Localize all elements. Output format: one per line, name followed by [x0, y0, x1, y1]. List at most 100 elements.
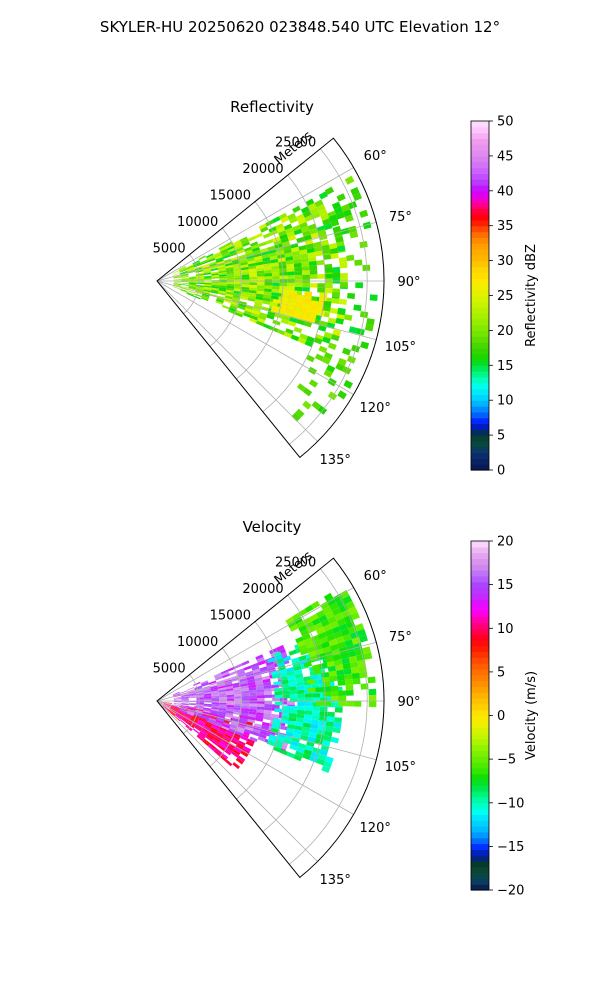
velocity-cell: [291, 612, 301, 621]
velocity-cell: [319, 715, 327, 722]
velocity-cell: [179, 706, 187, 709]
velocity-cell: [207, 733, 215, 739]
reflectivity-cell: [280, 237, 289, 244]
reflectivity-cell: [305, 243, 315, 250]
reflectivity-cell: [196, 281, 205, 283]
velocity-cell: [176, 711, 184, 716]
reflectivity-cell: [238, 301, 247, 306]
velocity-cell: [289, 698, 298, 702]
velocity-cell: [199, 731, 207, 738]
reflectivity-cell: [264, 273, 273, 277]
velocity-cell: [263, 713, 272, 717]
reflectivity-cell: [200, 297, 209, 302]
colorbar-swatch: [471, 411, 489, 419]
reflectivity-cell: [276, 250, 285, 256]
reflectivity-cell: [238, 303, 247, 308]
reflectivity-cell: [241, 239, 249, 245]
velocity-cell: [336, 598, 346, 608]
reflectivity-cell: [211, 286, 219, 289]
colorbar-tick-label: 15: [497, 359, 514, 374]
reflectivity-cell: [203, 285, 212, 288]
colorbar-swatch: [471, 546, 489, 554]
reflectivity-cell: [287, 271, 295, 276]
velocity-cell: [332, 727, 341, 734]
velocity-cell: [303, 714, 312, 720]
velocity-cell: [180, 705, 189, 708]
velocity-cell: [341, 609, 351, 618]
velocity-cell: [210, 687, 218, 691]
velocity-cell: [173, 704, 181, 707]
velocity-cell: [201, 716, 209, 721]
velocity-cell: [226, 706, 235, 710]
velocity-cell: [326, 597, 336, 607]
velocity-cell: [256, 657, 265, 663]
velocity-cell: [202, 687, 211, 691]
reflectivity-cell: [196, 279, 205, 281]
reflectivity-cell: [325, 273, 333, 279]
reflectivity-cell: [285, 328, 294, 335]
velocity-cell: [263, 688, 272, 692]
reflectivity-cell: [210, 290, 219, 294]
velocity-cell: [241, 698, 250, 701]
velocity-cell: [246, 738, 255, 745]
velocity-cell: [249, 703, 257, 707]
reflectivity-cell: [332, 266, 341, 273]
velocity-cell: [191, 715, 199, 720]
velocity-cell: [201, 683, 210, 687]
colorbar-swatch: [471, 208, 489, 215]
velocity-cell: [331, 626, 341, 634]
colorbar-swatch: [471, 767, 489, 775]
reflectivity-cell: [275, 223, 284, 230]
velocity-cell: [247, 719, 256, 724]
colorbar-swatch: [471, 686, 489, 693]
velocity-cell: [292, 733, 302, 739]
velocity-cell: [204, 697, 212, 700]
colorbar-swatch: [471, 417, 489, 425]
colorbar-swatch: [471, 791, 489, 798]
reflectivity-cell: [319, 233, 328, 241]
reflectivity-cell: [258, 223, 267, 230]
reflectivity-cell: [255, 320, 265, 327]
reflectivity-cell: [218, 272, 227, 275]
velocity-cell: [221, 671, 230, 677]
velocity-cell: [322, 740, 331, 747]
velocity-cell: [322, 606, 332, 615]
velocity-cell: [210, 708, 219, 712]
velocity-cell: [274, 708, 282, 713]
velocity-cell: [304, 702, 313, 707]
reflectivity-cell: [310, 304, 319, 311]
velocity-cell: [316, 758, 325, 766]
velocity-cell: [325, 725, 334, 732]
reflectivity-cell: [344, 314, 353, 321]
reflectivity-cell: [323, 300, 332, 307]
velocity-cell: [274, 694, 283, 699]
velocity-cell: [332, 607, 342, 616]
velocity-cell: [240, 685, 249, 690]
reflectivity-cell: [245, 252, 254, 257]
velocity-cell: [245, 670, 254, 676]
velocity-cell: [216, 679, 225, 684]
velocity-cell: [209, 682, 217, 686]
reflectivity-cell: [263, 291, 272, 296]
reflectivity-cell: [280, 216, 289, 224]
velocity-cell: [310, 674, 319, 681]
reflectivity-cell: [278, 212, 288, 220]
reflectivity-cell: [233, 239, 241, 246]
velocity-cell: [342, 662, 351, 670]
velocity-cell: [253, 674, 262, 679]
velocity-cell: [172, 693, 181, 696]
reflectivity-cell: [303, 321, 312, 328]
reflectivity-cell: [283, 248, 292, 254]
velocity-cell: [168, 710, 175, 716]
colorbar-swatch: [471, 144, 489, 151]
reflectivity-cell: [303, 387, 313, 397]
velocity-cell: [222, 723, 230, 729]
reflectivity-cell: [335, 363, 345, 372]
reflectivity-cell: [217, 292, 226, 296]
reflectivity-cell: [342, 366, 352, 375]
velocity-cell: [232, 762, 240, 770]
colorbar-swatch: [471, 860, 489, 868]
reflectivity-cell: [317, 274, 326, 279]
reflectivity-cell: [318, 191, 328, 200]
velocity-cell: [205, 735, 213, 742]
